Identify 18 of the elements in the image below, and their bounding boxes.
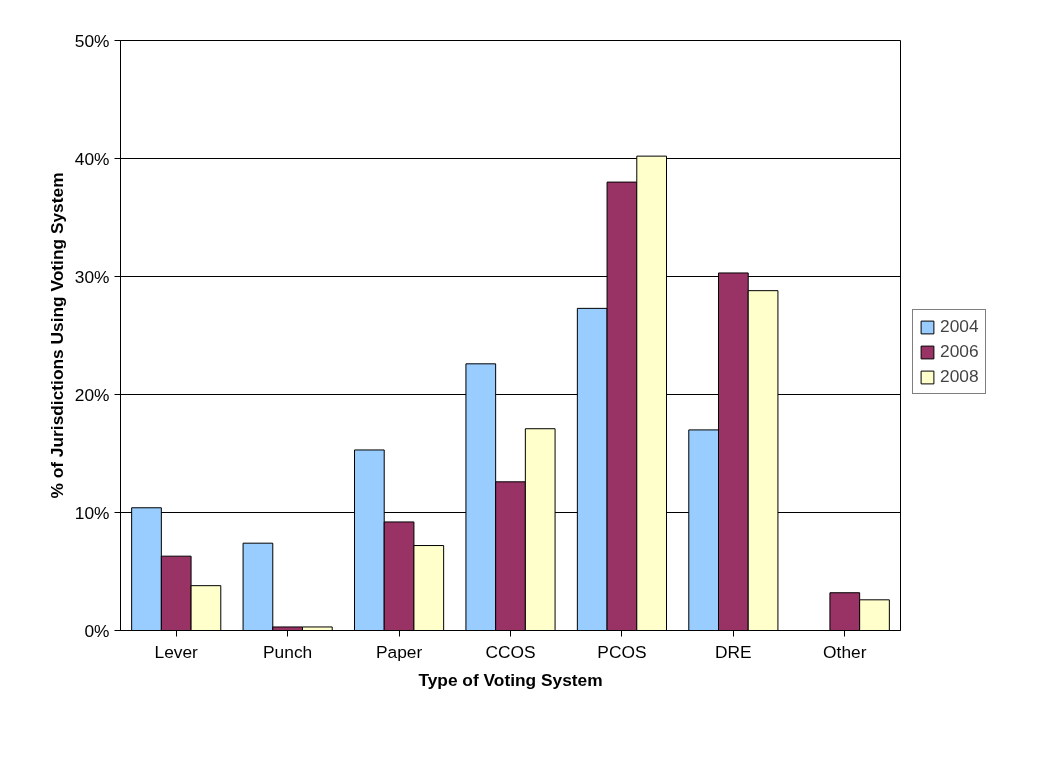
x-tick-label: DRE [715, 641, 752, 662]
x-tick-label: Other [823, 641, 867, 662]
x-tick-label: Punch [263, 641, 313, 662]
y-tick-label: 20% [74, 384, 110, 405]
y-tick-label: 0% [84, 620, 110, 641]
x-tick-label: PCOS [597, 641, 647, 662]
y-tick-label: 40% [74, 148, 110, 169]
y-axis-title: % of Jurisdictions Using Voting System [46, 172, 67, 499]
y-tick-label: 30% [74, 266, 110, 287]
legend-label: 2004 [940, 316, 979, 337]
x-axis-title: Type of Voting System [418, 669, 603, 690]
y-tick-label: 10% [74, 502, 110, 523]
legend-label: 2008 [940, 366, 979, 387]
y-tick-label: 50% [74, 30, 110, 51]
x-tick-label: Lever [154, 641, 199, 662]
legend-label: 2006 [940, 341, 979, 362]
x-tick-label: CCOS [485, 641, 536, 662]
x-tick-label: Paper [375, 641, 423, 662]
